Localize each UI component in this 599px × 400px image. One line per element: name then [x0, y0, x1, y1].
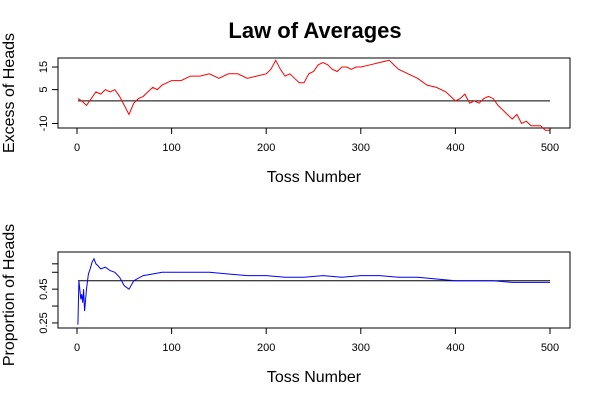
y-axis-label: Excess of Heads [1, 33, 18, 153]
x-tick-label: 300 [352, 342, 370, 354]
x-axis-label: Toss Number [267, 169, 362, 186]
x-tick-label: 100 [162, 142, 180, 154]
y-tick-label: -10 [38, 116, 50, 132]
y-tick-label: 15 [38, 61, 50, 73]
x-tick-label: 500 [541, 342, 559, 354]
y-axis: 0.25 0.45 [38, 263, 58, 334]
y-tick-label: 0.25 [38, 312, 50, 333]
y-tick-label: 0.45 [38, 278, 50, 299]
x-tick-label: 200 [257, 342, 275, 354]
series-line [77, 59, 550, 131]
plot-frame [57, 251, 571, 329]
x-axis: 0 100 200 300 400 500 [74, 328, 559, 354]
series-line [77, 257, 550, 325]
plot-area [77, 257, 550, 325]
y-tick-label: 5 [38, 87, 50, 93]
x-tick-label: 0 [74, 142, 80, 154]
x-tick-label: 400 [446, 342, 464, 354]
x-axis-label: Toss Number [267, 369, 362, 386]
x-tick-label: 300 [352, 142, 370, 154]
chart-title: Law of Averages [228, 18, 401, 43]
y-axis-label: Proportion of Heads [1, 224, 18, 366]
x-axis: 0 100 200 300 400 500 [74, 128, 559, 154]
x-tick-label: 200 [257, 142, 275, 154]
x-tick-label: 500 [541, 142, 559, 154]
x-tick-label: 0 [74, 342, 80, 354]
y-axis: -10 5 15 [38, 61, 58, 132]
plot-area [77, 59, 550, 131]
panel-proportion-of-heads: 0 100 200 300 400 500 0.25 0.45 Proportion of … [1, 224, 571, 386]
x-tick-label: 100 [162, 342, 180, 354]
x-tick-label: 400 [446, 142, 464, 154]
plot-frame [57, 57, 571, 129]
